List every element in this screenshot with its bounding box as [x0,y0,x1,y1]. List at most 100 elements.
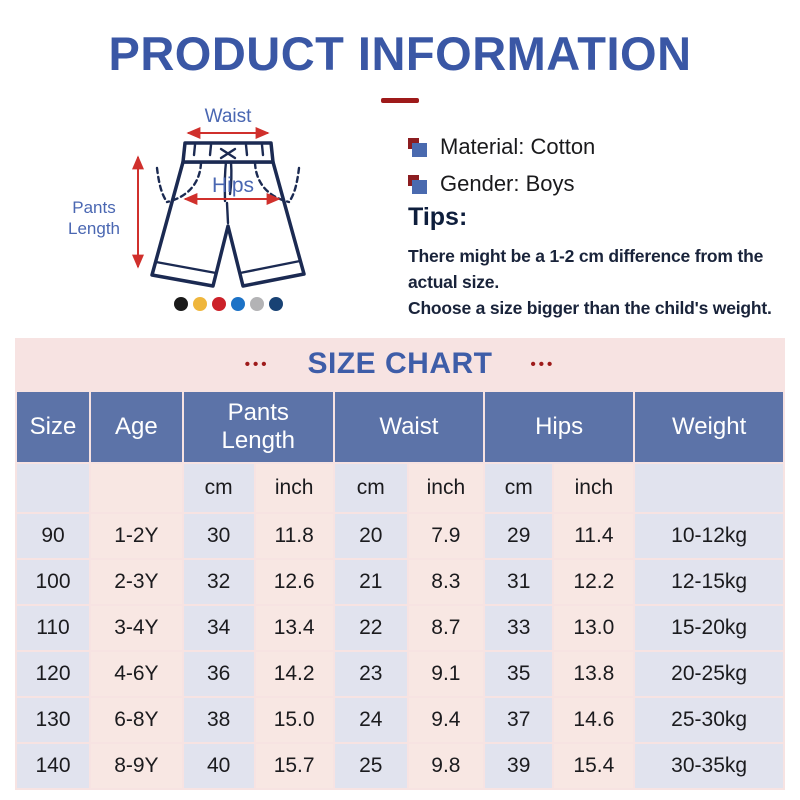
cell: 4-6Y [91,652,182,696]
col-header-age: Age [91,392,182,462]
unit-cell: inch [408,464,483,512]
cell: 31 [484,560,553,604]
unit-cell: cm [484,464,553,512]
cell: 13.4 [255,606,333,650]
cell: 35 [484,652,553,696]
cell: 14.2 [255,652,333,696]
material-text: Material: Cotton [440,134,596,159]
shorts-details [154,143,302,275]
dots-decoration: ••• [530,355,556,373]
table-row: 110 3-4Y 34 13.4 22 8.7 33 13.0 15-20kg [17,606,783,650]
color-swatches [174,297,283,311]
table-row: 130 6-8Y 38 15.0 24 9.4 37 14.6 25-30kg [17,698,783,742]
col-header-hips: Hips [484,392,634,462]
size-chart-table: Size Age Pants Length Waist Hips Weight … [15,390,785,790]
unit-cell [17,464,89,512]
cell: 9.1 [408,652,483,696]
detail-item-gender: Gender: Boys [408,171,595,197]
cell: 3-4Y [91,606,182,650]
size-chart-header: ••• SIZE CHART ••• [15,338,785,390]
cell: 12-15kg [635,560,783,604]
unit-cell: inch [255,464,333,512]
detail-item-material: Material: Cotton [408,134,595,160]
table-body: 90 1-2Y 30 11.8 20 7.9 29 11.4 10-12kg 100 2-3Y 32 1… [17,514,783,788]
gender-text: Gender: Boys [440,171,575,196]
cell: 90 [17,514,89,558]
size-chart-title: SIZE CHART [307,347,493,380]
cell: 36 [183,652,254,696]
cell: 20-25kg [635,652,783,696]
cell: 8.7 [408,606,483,650]
size-chart-section: ••• SIZE CHART ••• Size Age Pants Length… [15,338,785,790]
cell: 100 [17,560,89,604]
table-row: 120 4-6Y 36 14.2 23 9.1 35 13.8 20-25kg [17,652,783,696]
cell: 9.4 [408,698,483,742]
table-row: 140 8-9Y 40 15.7 25 9.8 39 15.4 30-35kg [17,744,783,788]
color-swatch [193,297,207,311]
cell: 25-30kg [635,698,783,742]
cell: 2-3Y [91,560,182,604]
cell: 33 [484,606,553,650]
waist-label: Waist [204,106,252,127]
cell: 22 [334,606,407,650]
cell: 11.8 [255,514,333,558]
cell: 40 [183,744,254,788]
shorts-illustration [132,127,306,288]
col-header-size: Size [17,392,89,462]
hips-label: Hips [211,174,254,197]
unit-cell: cm [334,464,407,512]
cell: 30-35kg [635,744,783,788]
cell: 12.2 [554,560,634,604]
header-row: Size Age Pants Length Waist Hips Weight [17,392,783,462]
tips-heading: Tips: [408,203,468,231]
shorts-measurement-diagram: Waist Hips Pants Length [60,105,330,320]
table-row: 100 2-3Y 32 12.6 21 8.3 31 12.2 12-15kg [17,560,783,604]
dots-decoration: ••• [244,355,270,373]
pants-length-label: Pants Length [68,198,120,238]
cell: 140 [17,744,89,788]
cell: 39 [484,744,553,788]
cell: 15.7 [255,744,333,788]
cell: 24 [334,698,407,742]
page-title: PRODUCT INFORMATION [108,27,692,80]
cell: 30 [183,514,254,558]
cell: 110 [17,606,89,650]
color-swatch [174,297,188,311]
unit-cell: cm [183,464,254,512]
square-bullet-icon [408,174,427,194]
cell: 14.6 [554,698,634,742]
cell: 9.8 [408,744,483,788]
measurement-arrows [132,127,281,269]
square-bullet-icon [408,137,427,157]
cell: 8.3 [408,560,483,604]
color-swatch [269,297,283,311]
tips-line: Choose a size bigger than the child's we… [408,298,772,318]
cell: 34 [183,606,254,650]
pocket-stitches [155,161,301,204]
cell: 120 [17,652,89,696]
cell: 15.4 [554,744,634,788]
cell: 15-20kg [635,606,783,650]
cell: 32 [183,560,254,604]
cell: 7.9 [408,514,483,558]
tips-line: actual size. [408,272,499,292]
unit-cell [635,464,783,512]
col-header-waist: Waist [334,392,483,462]
unit-cell [91,464,182,512]
cell: 23 [334,652,407,696]
cell: 29 [484,514,553,558]
cell: 37 [484,698,553,742]
color-swatch [250,297,264,311]
tips-line: There might be a 1-2 cm difference from … [408,246,764,266]
color-swatch [212,297,226,311]
cell: 13.8 [554,652,634,696]
color-swatch [231,297,245,311]
cell: 1-2Y [91,514,182,558]
col-header-weight: Weight [635,392,783,462]
col-header-pants-length: Pants Length [183,392,333,462]
cell: 8-9Y [91,744,182,788]
tips-body: There might be a 1-2 cm difference from … [408,243,793,321]
cell: 11.4 [554,514,634,558]
table-row: 90 1-2Y 30 11.8 20 7.9 29 11.4 10-12kg [17,514,783,558]
